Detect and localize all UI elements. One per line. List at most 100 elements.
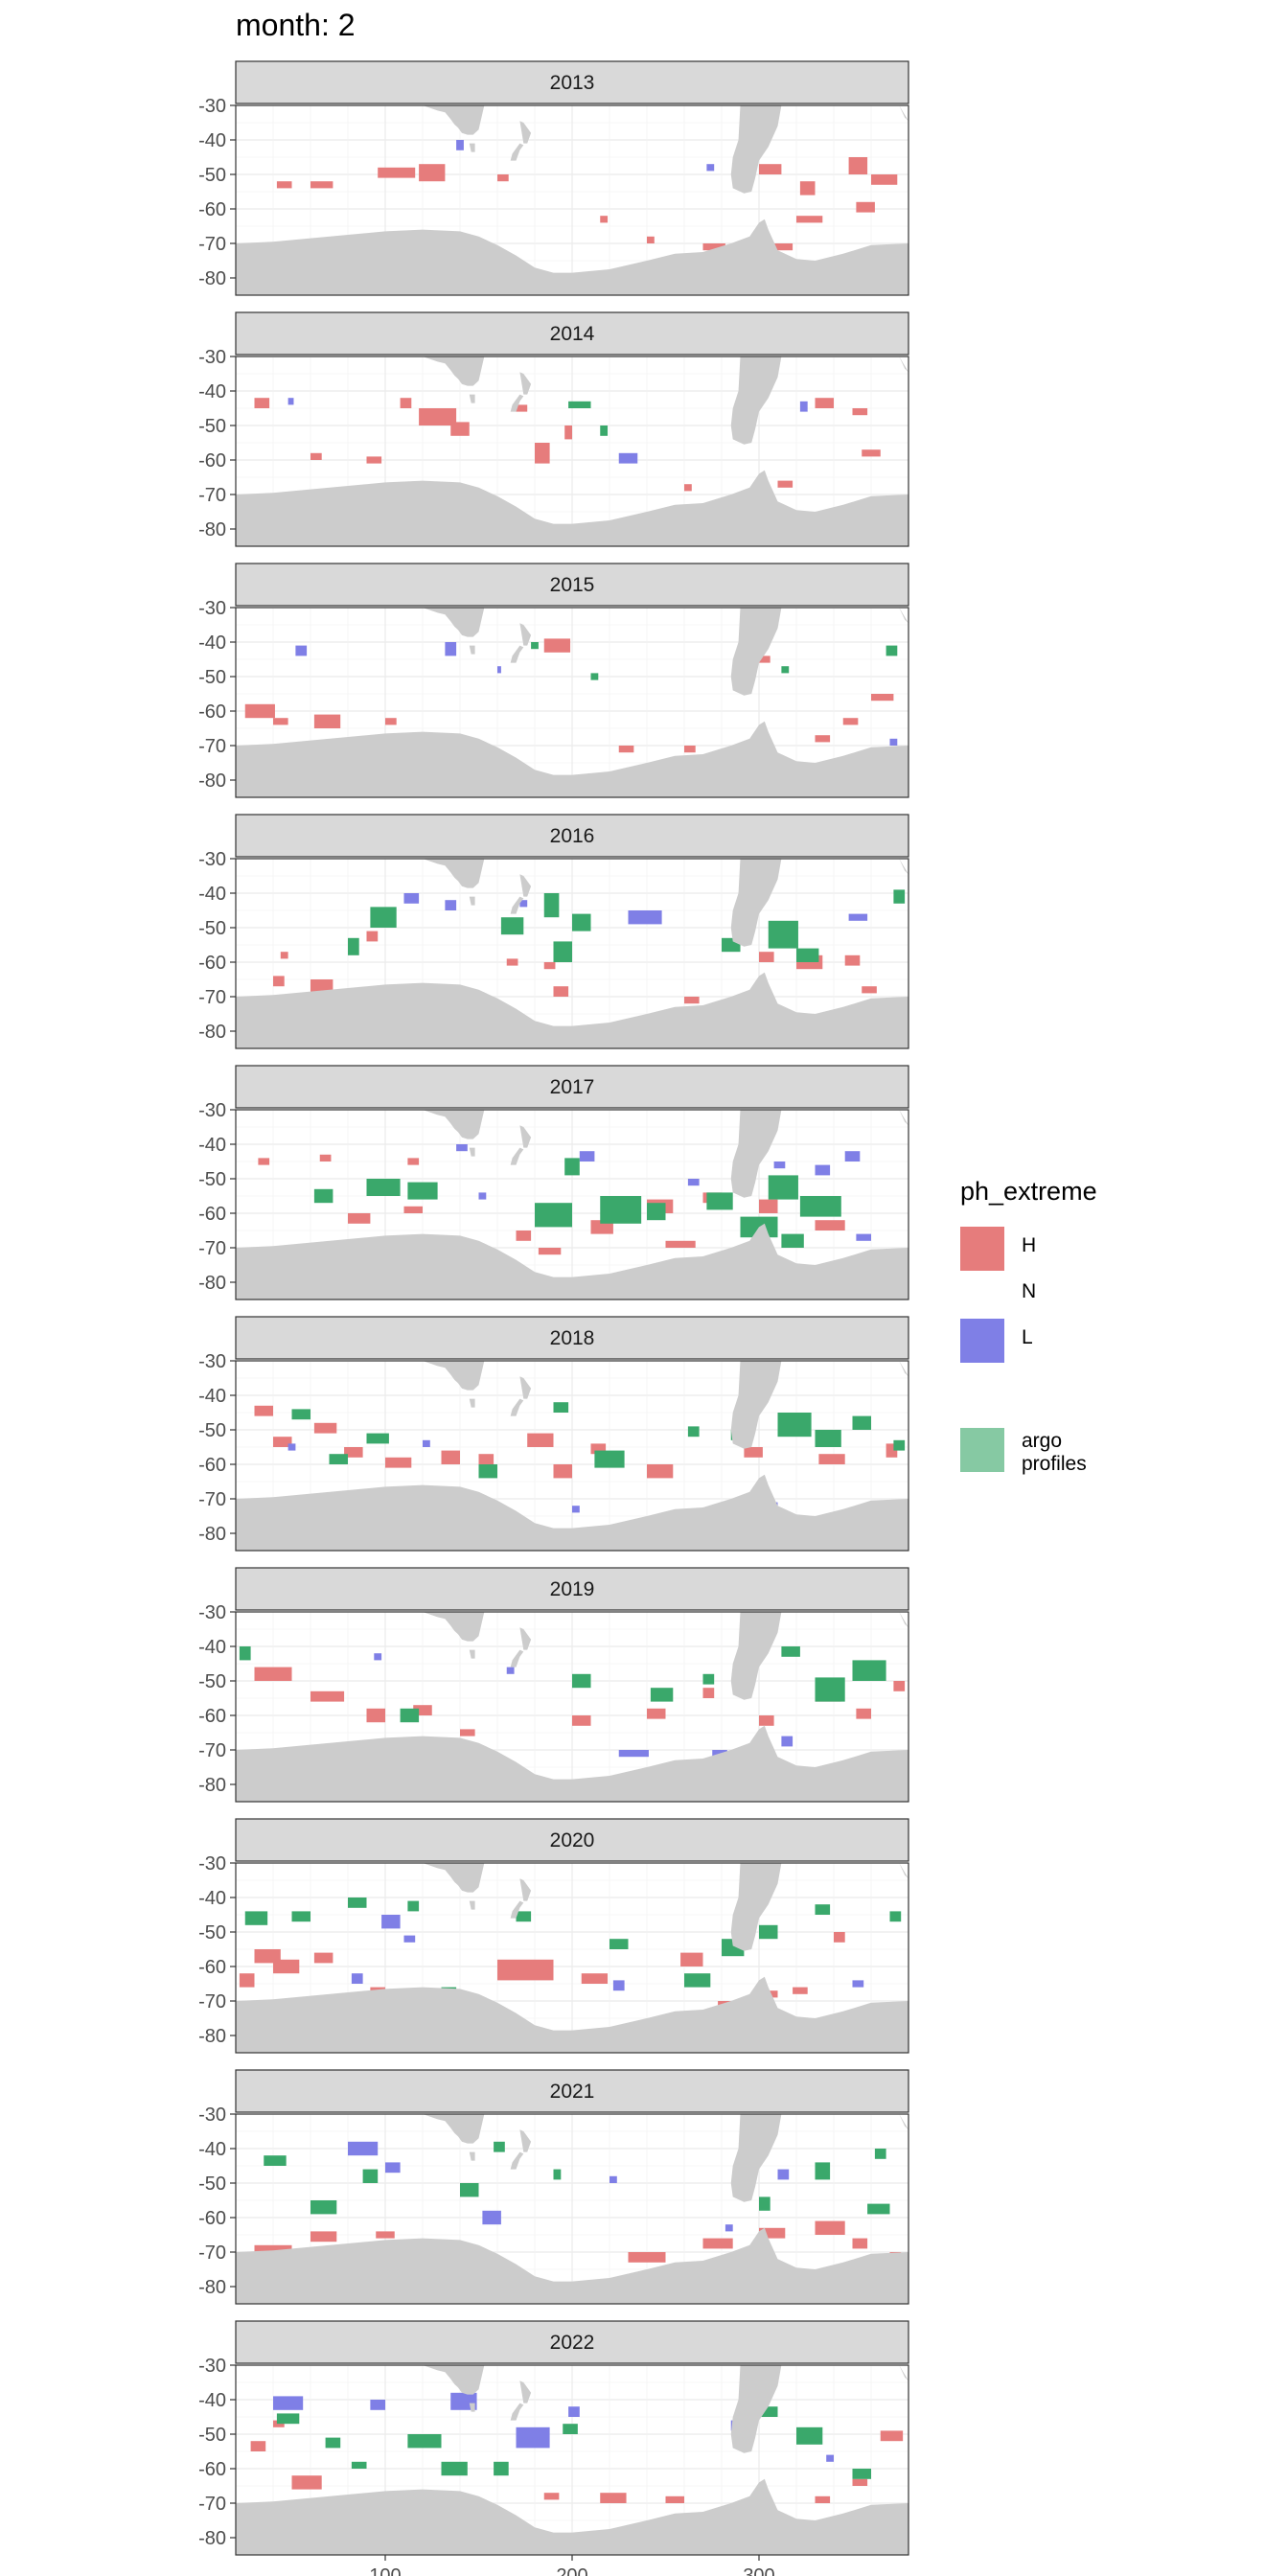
cell-h	[862, 449, 881, 457]
y-tick-label: -70	[198, 1238, 226, 1259]
cell-h	[572, 1715, 591, 1726]
land-new-zealand-south	[510, 1147, 524, 1165]
cell-l	[288, 398, 294, 405]
y-tick-label: -40	[198, 2390, 226, 2411]
land-tasmania	[469, 896, 475, 906]
cell-h	[815, 1220, 845, 1230]
land-africa-tip	[899, 608, 908, 624]
y-tick-label: -80	[198, 2528, 226, 2549]
cell-h	[527, 1433, 554, 1447]
facet-strip-2016	[235, 814, 909, 858]
y-tick-label: -80	[198, 2026, 226, 2047]
y-tick-label: -30	[198, 96, 226, 117]
cell-l	[445, 642, 457, 656]
cell-argo	[781, 1646, 800, 1657]
cell-h	[647, 1464, 674, 1479]
cell-l	[706, 164, 715, 172]
cell-argo	[239, 1646, 251, 1661]
cell-l	[516, 2426, 550, 2449]
cell-argo	[531, 642, 539, 650]
cell-h	[777, 480, 794, 488]
cell-h	[844, 954, 861, 966]
land-new-zealand-north	[519, 1125, 532, 1148]
cell-l	[519, 900, 528, 908]
cell-argo	[543, 893, 560, 918]
cell-h	[647, 236, 655, 243]
cell-argo	[796, 948, 819, 962]
cell-h	[403, 1206, 423, 1213]
cell-h	[535, 443, 550, 464]
panel-border-2015	[235, 607, 909, 798]
cell-h	[419, 164, 446, 182]
panel-border-2018	[235, 1360, 909, 1552]
cell-argo	[407, 1182, 438, 1200]
land-australia	[423, 1110, 485, 1139]
cell-argo	[781, 1233, 804, 1248]
cell-argo	[407, 1900, 420, 1912]
y-tick-label: -60	[198, 1204, 226, 1225]
cell-argo	[568, 401, 591, 408]
cell-l	[612, 1980, 625, 1991]
cell-h	[684, 484, 692, 492]
cell-h	[313, 1422, 337, 1434]
y-tick-label: -40	[198, 381, 226, 402]
land-africa-tip	[899, 356, 908, 373]
cell-argo	[313, 1188, 334, 1204]
cell-argo	[702, 1673, 715, 1685]
cell-h	[310, 181, 334, 189]
land-tasmania	[469, 143, 475, 152]
y-tick-label: -70	[198, 485, 226, 506]
land-new-zealand-south	[510, 2403, 524, 2421]
y-tick-label: -80	[198, 1022, 226, 1043]
cell-l	[852, 1980, 864, 1988]
y-tick-label: -60	[198, 1455, 226, 1476]
cell-argo	[759, 2196, 770, 2211]
y-tick-label: -30	[198, 347, 226, 368]
land-australia	[423, 105, 485, 135]
cell-h	[506, 958, 518, 966]
cell-l	[579, 1151, 595, 1162]
panel-data-2018	[236, 1361, 908, 1551]
y-tick-label: -30	[198, 598, 226, 619]
land-new-zealand-north	[519, 2380, 532, 2404]
cell-h	[497, 174, 509, 182]
cell-h	[310, 1690, 345, 1702]
cell-h	[291, 2475, 322, 2490]
cell-h	[684, 997, 700, 1004]
y-tick-label: -80	[198, 1524, 226, 1545]
land-south-america	[730, 1863, 782, 1951]
cell-argo	[768, 920, 798, 949]
cell-h	[450, 422, 470, 436]
cell-h	[600, 2493, 627, 2503]
y-tick-label: -80	[198, 1775, 226, 1796]
cell-h	[886, 1443, 898, 1458]
legend-item-n: N	[960, 1273, 1229, 1319]
land-australia	[423, 859, 485, 888]
cell-l	[482, 2210, 501, 2225]
cell-argo	[264, 2155, 287, 2166]
land-australia	[423, 1863, 485, 1893]
land-tasmania	[469, 1649, 475, 1659]
cell-argo	[759, 1924, 778, 1940]
legend-label-l: L	[1022, 1326, 1033, 1348]
land-south-america	[730, 608, 782, 696]
cell-l	[374, 1653, 382, 1661]
y-tick-label: -50	[198, 1169, 226, 1190]
panel-data-2013	[236, 105, 908, 295]
cell-h	[793, 1987, 808, 1994]
y-tick-label: -40	[198, 884, 226, 905]
panel-data-2021	[236, 2114, 908, 2304]
y-tick-label: -60	[198, 702, 226, 723]
land-antarctica	[236, 1223, 908, 1300]
cell-h	[618, 746, 634, 753]
facet-strip-label-2014: 2014	[550, 323, 595, 345]
land-africa-tip	[899, 859, 908, 875]
cell-h	[862, 986, 877, 994]
land-south-america	[730, 1612, 782, 1700]
cell-h	[759, 952, 774, 962]
cell-h	[815, 2496, 831, 2503]
land-africa-tip	[899, 1612, 908, 1628]
y-tick-label: -50	[198, 1420, 226, 1441]
cell-h	[344, 1447, 363, 1458]
cell-argo	[572, 1673, 591, 1689]
